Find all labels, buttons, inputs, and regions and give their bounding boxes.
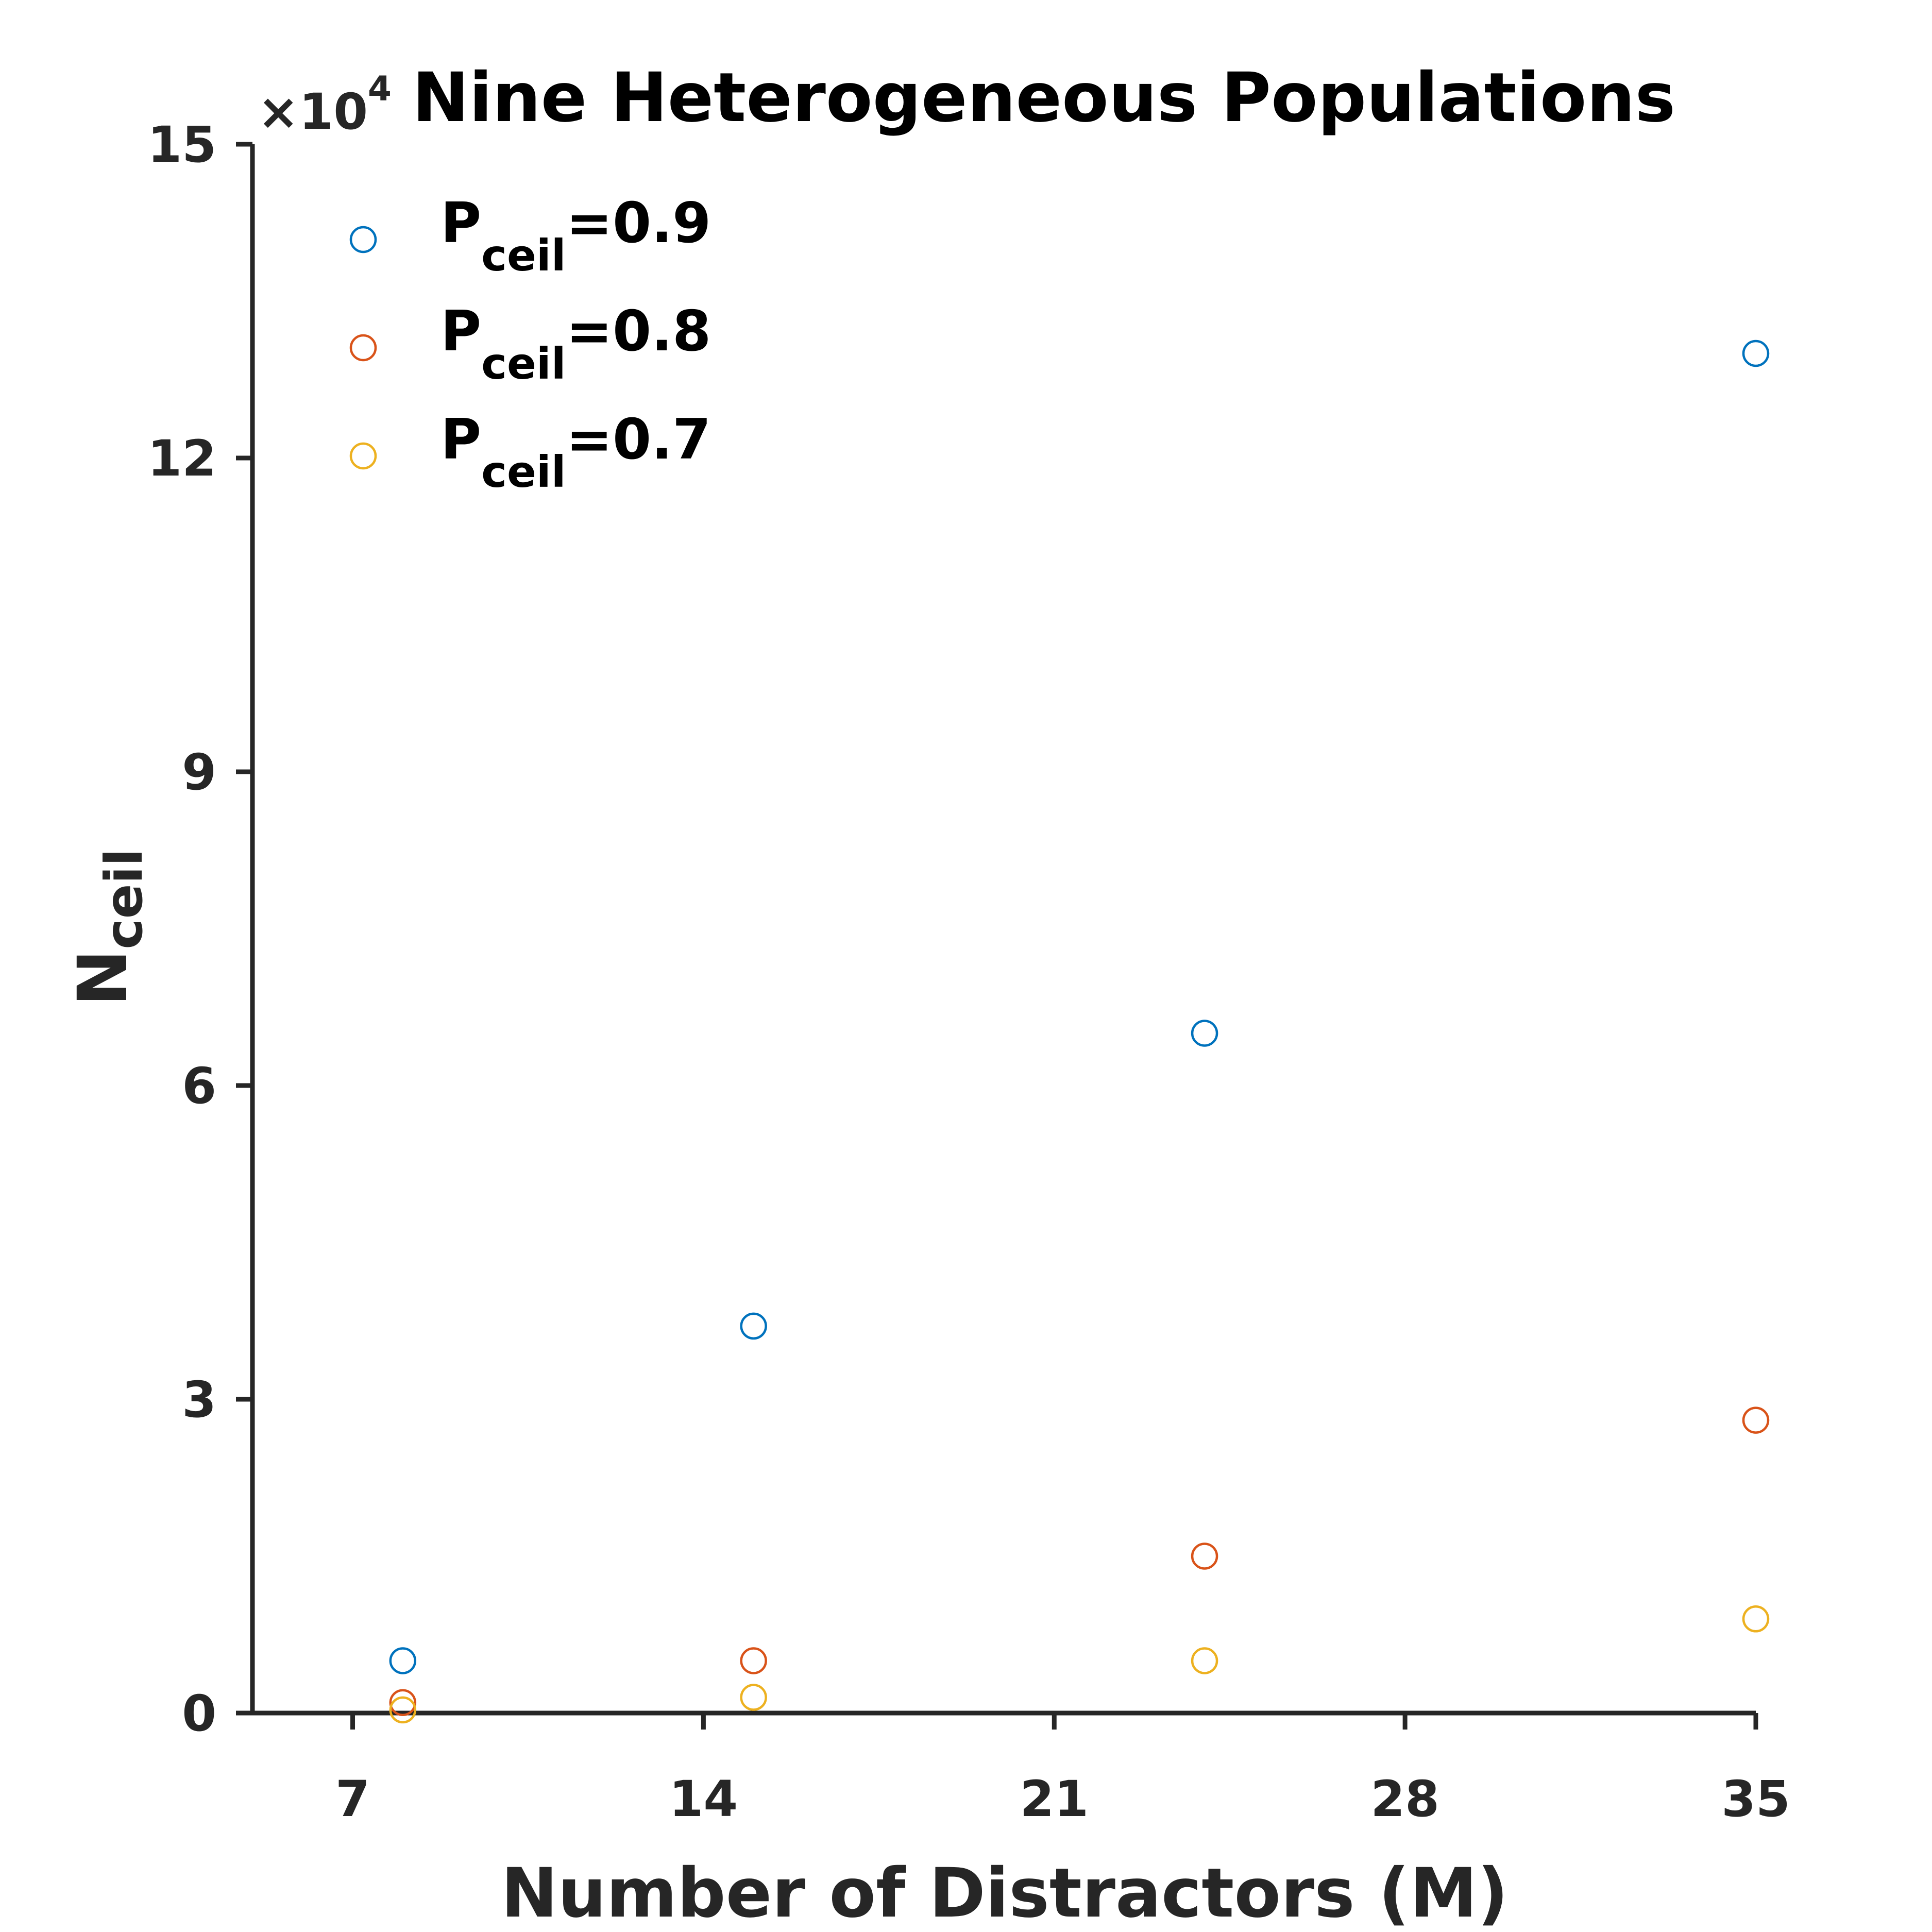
data-point-series-3 [389,1696,417,1724]
chart-title: Nine Heterogeneous Populations [412,58,1675,138]
y-tick-label: 6 [182,1057,216,1115]
data-point-series-2 [1191,1543,1218,1570]
y-multiplier-exponent: 4 [368,69,392,109]
data-point-series-3 [740,1684,767,1711]
y-tick-label: 0 [182,1685,216,1742]
y-tick-label: 12 [147,430,216,487]
y-axis-label-main: N [63,950,143,1006]
data-point-series-3 [1742,1605,1770,1633]
x-tick-label: 28 [1370,1770,1439,1828]
y-axis-ticks: 0 3 6 9 12 15 [147,116,252,1742]
legend-label-series-1: Pceil=0.9 [440,191,711,281]
x-tick-label: 21 [1020,1770,1089,1828]
data-point-series-2 [389,1689,417,1716]
legend: Pceil=0.9 Pceil=0.8 Pceil=0.7 [349,191,711,497]
y-axis-label-subscript: ceil [94,849,154,950]
data-point-series-2 [740,1647,767,1674]
legend-marker-series-1 [349,226,377,253]
data-point-series-1 [740,1312,767,1340]
y-tick-label: 3 [182,1371,216,1429]
data-points [389,340,1770,1724]
data-point-series-1 [1191,1020,1218,1047]
x-tick-label: 7 [335,1770,370,1828]
y-tick-label: 15 [147,116,216,174]
legend-marker-series-2 [349,334,377,362]
legend-label-series-2: Pceil=0.8 [440,299,711,389]
data-point-series-3 [1191,1647,1218,1674]
y-multiplier: ×104 [258,69,392,141]
y-multiplier-base: ×10 [258,83,368,141]
x-tick-label: 35 [1721,1770,1790,1828]
x-axis-ticks: 7 14 21 28 35 [335,1713,1790,1828]
y-tick-label: 9 [182,743,216,801]
x-axis-label: Number of Distractors (M) [501,1854,1508,1932]
data-point-series-1 [389,1647,417,1674]
y-axis-label: Nceil [63,849,154,1006]
legend-marker-series-3 [349,442,377,470]
data-point-series-1 [1742,340,1770,367]
x-tick-label: 14 [669,1770,738,1828]
data-point-series-2 [1742,1406,1770,1434]
legend-label-series-3: Pceil=0.7 [440,408,711,497]
